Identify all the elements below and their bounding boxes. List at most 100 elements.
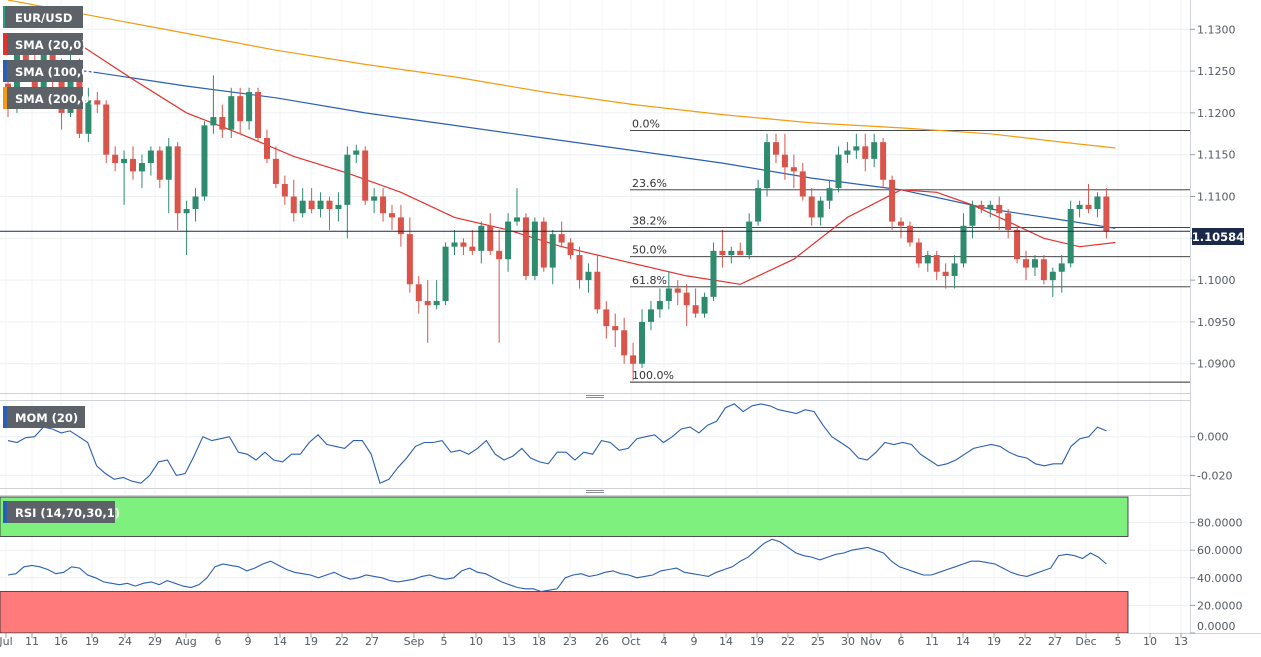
- bearish-candle: [621, 317, 628, 364]
- candle-body: [817, 200, 824, 218]
- bearish-candle: [576, 246, 583, 289]
- bearish-candle: [862, 133, 869, 172]
- legend-sma-200[interactable]: SMA (200,0): [3, 87, 95, 109]
- bullish-candle: [147, 146, 154, 176]
- time-tick-label: 5: [1115, 635, 1122, 648]
- candle-body: [987, 204, 994, 210]
- candle-body: [549, 234, 556, 268]
- bullish-candle: [755, 179, 762, 226]
- legend-symbol[interactable]: EUR/USD: [3, 6, 83, 28]
- time-tick-label: 22: [1018, 635, 1032, 648]
- candle-body: [94, 100, 101, 105]
- legend-sma-20[interactable]: SMA (20,0): [3, 33, 87, 55]
- bullish-candle: [549, 229, 556, 285]
- candle-body: [710, 250, 717, 297]
- candle-body: [442, 246, 449, 302]
- bearish-candle: [683, 284, 690, 327]
- candle-body: [826, 188, 833, 201]
- candle-body: [478, 225, 485, 251]
- fibonacci-levels: 0.0% 23.6% 38.2% 50.0% 61.8% 100.0%: [630, 117, 1190, 383]
- candle-body: [1005, 213, 1012, 230]
- bearish-candle: [174, 142, 181, 230]
- rsi-axis-labels: 80.0000 60.0000 40.0000 20.0000 0.0000: [1190, 517, 1243, 634]
- bearish-candle: [415, 275, 422, 314]
- pane-resize-handle[interactable]: [586, 490, 604, 493]
- bearish-candle: [996, 196, 1003, 230]
- momentum-line: [7, 403, 1107, 484]
- candle-body: [933, 255, 940, 272]
- candle-body: [246, 91, 253, 122]
- bearish-candle: [281, 175, 288, 205]
- candle-body: [308, 200, 315, 210]
- bearish-candle: [1085, 183, 1092, 214]
- candle-body: [103, 104, 110, 155]
- time-tick-label: Aug: [175, 635, 196, 648]
- bearish-candle: [942, 263, 949, 289]
- symbol-label: EUR/USD: [15, 11, 72, 25]
- bullish-candle: [505, 213, 512, 272]
- time-tick-label: 13: [502, 635, 516, 648]
- candle-body: [960, 225, 967, 264]
- bullish-candle: [987, 200, 994, 218]
- bullish-candle: [764, 133, 771, 197]
- price-tick-label: 1.1300: [1197, 23, 1236, 36]
- candle-body: [746, 221, 753, 256]
- candle-body: [522, 217, 529, 276]
- candle-body: [371, 196, 378, 201]
- candle-body: [585, 271, 592, 281]
- bearish-candle: [362, 146, 369, 205]
- legend-sma-100[interactable]: SMA (100,0): [3, 60, 95, 82]
- bearish-candle: [933, 250, 940, 281]
- candle-body: [255, 91, 262, 138]
- fibonacci-label: 61.8%: [632, 274, 667, 287]
- rsi-tick-label: 0.0000: [1197, 620, 1236, 633]
- bullish-candle: [665, 271, 672, 310]
- price-tick-label: 1.1150: [1197, 149, 1236, 162]
- candle-body: [639, 321, 646, 364]
- rsi-tick-label: 20.0000: [1197, 599, 1243, 612]
- pane-resize-handle[interactable]: [586, 395, 604, 398]
- candle-body: [424, 301, 431, 306]
- bearish-candle: [1023, 250, 1030, 281]
- candle-body: [567, 242, 574, 256]
- fibonacci-label: 0.0%: [632, 117, 660, 130]
- fibonacci-label: 38.2%: [632, 214, 667, 227]
- momentum-pane-background: [0, 400, 1190, 488]
- bearish-candle: [906, 221, 913, 247]
- candle-body: [362, 150, 369, 201]
- candle-body: [844, 150, 851, 155]
- candle-body: [31, 62, 38, 103]
- bearish-candle: [219, 104, 226, 138]
- bullish-candle: [817, 196, 824, 226]
- bearish-candle: [915, 238, 922, 268]
- time-tick-label: 6: [215, 635, 222, 648]
- candle-body: [353, 150, 360, 155]
- time-tick-label: 30: [841, 635, 855, 648]
- candle-body: [906, 225, 913, 243]
- sma-20-label: SMA (20,0): [15, 38, 87, 52]
- legend-rsi[interactable]: RSI (14,70,30,1): [3, 501, 120, 523]
- candle-body: [1023, 259, 1030, 268]
- bearish-candle: [522, 213, 529, 281]
- candle-body: [737, 250, 744, 256]
- candle-body: [835, 154, 842, 189]
- time-tick-label: 14: [956, 635, 970, 648]
- candle-body: [898, 221, 904, 226]
- candle-body: [1067, 209, 1074, 264]
- rsi-tick-label: 80.0000: [1197, 517, 1243, 530]
- candle-body: [951, 263, 958, 276]
- bearish-candle: [255, 87, 262, 143]
- bullish-candle: [433, 280, 440, 310]
- candle-body: [219, 117, 226, 130]
- bullish-candle: [442, 242, 449, 306]
- bearish-candle: [808, 188, 815, 226]
- candle-body: [755, 188, 762, 222]
- legend-momentum[interactable]: MOM (20): [3, 406, 85, 428]
- time-tick-label: 27: [365, 635, 379, 648]
- candle-body: [174, 146, 181, 214]
- candle-body: [281, 183, 288, 197]
- time-tick-label: 19: [85, 635, 99, 648]
- bearish-candle: [469, 229, 476, 256]
